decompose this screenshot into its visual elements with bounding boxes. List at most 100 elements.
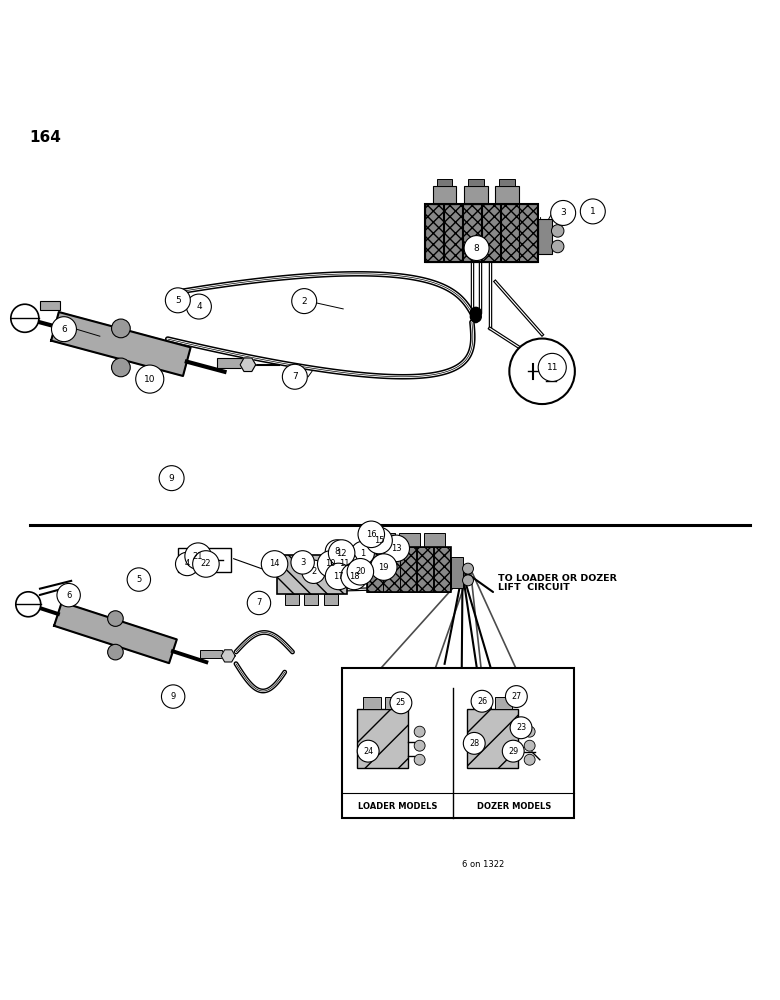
Circle shape bbox=[51, 317, 76, 342]
Text: 4: 4 bbox=[185, 559, 190, 568]
Text: 11: 11 bbox=[339, 559, 350, 568]
Bar bbox=[417, 547, 433, 592]
Circle shape bbox=[112, 358, 130, 377]
Circle shape bbox=[505, 686, 527, 707]
Text: 2: 2 bbox=[301, 297, 307, 306]
Circle shape bbox=[302, 560, 325, 583]
Circle shape bbox=[358, 521, 385, 548]
Bar bbox=[324, 594, 338, 605]
Bar bbox=[451, 557, 463, 588]
Bar bbox=[499, 179, 515, 186]
Circle shape bbox=[510, 717, 532, 739]
Text: 1: 1 bbox=[590, 207, 596, 216]
Text: 16: 16 bbox=[366, 530, 377, 539]
Circle shape bbox=[551, 200, 576, 225]
Bar bbox=[277, 555, 347, 594]
Bar bbox=[424, 533, 445, 547]
Text: 7: 7 bbox=[292, 372, 298, 381]
Circle shape bbox=[509, 339, 575, 404]
Bar bbox=[285, 594, 299, 605]
Bar bbox=[463, 204, 480, 262]
FancyBboxPatch shape bbox=[467, 709, 518, 768]
FancyBboxPatch shape bbox=[357, 709, 408, 768]
Circle shape bbox=[470, 311, 481, 322]
Text: 5: 5 bbox=[175, 296, 181, 305]
Text: 15: 15 bbox=[374, 536, 385, 545]
Text: LIFT  CIRCUIT: LIFT CIRCUIT bbox=[498, 583, 569, 592]
Circle shape bbox=[347, 558, 374, 585]
Text: 23: 23 bbox=[516, 723, 526, 732]
Text: 10: 10 bbox=[144, 375, 155, 384]
Circle shape bbox=[282, 364, 307, 389]
Bar bbox=[425, 204, 538, 262]
Circle shape bbox=[185, 543, 211, 569]
Circle shape bbox=[247, 591, 271, 615]
Bar bbox=[538, 219, 552, 254]
Circle shape bbox=[325, 563, 352, 590]
Circle shape bbox=[551, 225, 564, 237]
Bar bbox=[468, 179, 484, 186]
Circle shape bbox=[463, 732, 485, 754]
Bar bbox=[304, 594, 318, 605]
Text: LOADER MODELS: LOADER MODELS bbox=[358, 802, 437, 811]
Text: 1: 1 bbox=[360, 549, 365, 558]
Circle shape bbox=[524, 754, 535, 765]
Bar bbox=[217, 358, 242, 368]
Bar bbox=[367, 547, 383, 592]
Circle shape bbox=[328, 540, 355, 566]
Bar bbox=[464, 186, 488, 204]
Circle shape bbox=[470, 307, 481, 318]
Bar bbox=[519, 204, 537, 262]
Bar bbox=[425, 204, 443, 262]
Circle shape bbox=[112, 319, 130, 338]
Circle shape bbox=[471, 690, 493, 712]
Text: 29: 29 bbox=[508, 747, 519, 756]
Bar bbox=[363, 697, 381, 709]
Circle shape bbox=[108, 644, 123, 660]
Text: 19: 19 bbox=[378, 563, 389, 572]
Circle shape bbox=[414, 740, 425, 751]
Polygon shape bbox=[51, 312, 190, 376]
Text: 12: 12 bbox=[336, 549, 347, 558]
Circle shape bbox=[414, 726, 425, 737]
Circle shape bbox=[161, 685, 185, 708]
Text: 2: 2 bbox=[311, 567, 316, 576]
Bar bbox=[200, 650, 222, 658]
Text: 25: 25 bbox=[395, 698, 406, 707]
Circle shape bbox=[193, 551, 219, 577]
Circle shape bbox=[463, 575, 473, 586]
Text: 18: 18 bbox=[349, 572, 360, 581]
Bar bbox=[342, 668, 574, 818]
Bar bbox=[182, 554, 199, 568]
Text: 27: 27 bbox=[511, 692, 522, 701]
Bar bbox=[495, 697, 512, 709]
Text: 26: 26 bbox=[477, 697, 487, 706]
Text: 20: 20 bbox=[355, 567, 366, 576]
Bar bbox=[434, 547, 450, 592]
Polygon shape bbox=[222, 650, 236, 662]
Bar bbox=[444, 204, 462, 262]
Bar bbox=[178, 548, 231, 572]
Text: 9: 9 bbox=[171, 692, 176, 701]
Circle shape bbox=[325, 540, 349, 563]
Circle shape bbox=[551, 240, 564, 253]
Text: 6: 6 bbox=[66, 591, 71, 600]
Circle shape bbox=[370, 554, 397, 580]
Circle shape bbox=[524, 726, 535, 737]
Text: 17: 17 bbox=[333, 572, 344, 581]
Circle shape bbox=[463, 563, 473, 574]
Text: 13: 13 bbox=[391, 544, 402, 553]
Circle shape bbox=[383, 535, 410, 562]
Bar bbox=[384, 547, 399, 592]
Bar bbox=[501, 204, 519, 262]
Text: 3: 3 bbox=[560, 208, 566, 217]
Circle shape bbox=[366, 527, 392, 554]
Circle shape bbox=[292, 289, 317, 314]
Circle shape bbox=[127, 568, 151, 591]
Circle shape bbox=[261, 551, 288, 577]
Text: 8: 8 bbox=[335, 547, 339, 556]
Bar bbox=[367, 547, 451, 592]
Bar bbox=[473, 697, 491, 709]
Text: 22: 22 bbox=[200, 559, 211, 568]
Circle shape bbox=[108, 611, 123, 626]
